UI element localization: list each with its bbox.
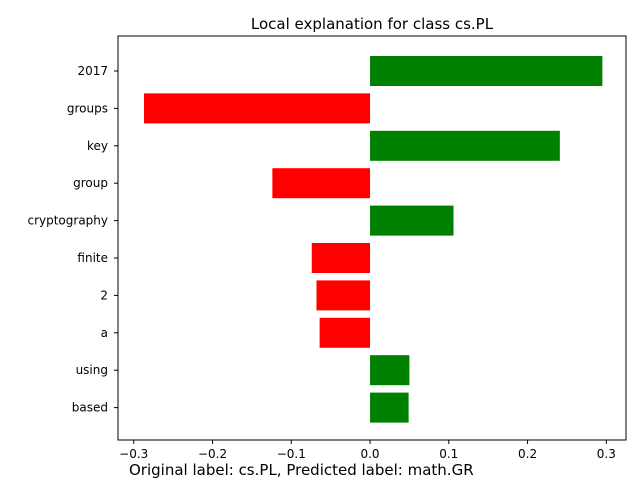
x-tick-label: −0.2 <box>198 447 227 461</box>
x-tick-label: 0.0 <box>360 447 379 461</box>
plot-frame <box>117 35 627 441</box>
bar-a <box>319 317 371 348</box>
bar-key <box>370 130 560 161</box>
bar-finite <box>311 243 371 273</box>
x-tick-label: 0.3 <box>597 447 616 461</box>
x-tick-label: 0.1 <box>439 447 458 461</box>
x-tick-label: −0.3 <box>119 447 148 461</box>
y-tick-label: cryptography <box>27 214 108 228</box>
y-tick-label: 2017 <box>77 64 108 78</box>
x-tick-label: 0.2 <box>518 447 537 461</box>
bar-2017 <box>370 56 603 86</box>
bars-group <box>143 56 603 423</box>
y-tick-label: group <box>73 176 108 190</box>
prediction-footer: Original label: cs.PL, Predicted label: … <box>129 461 474 479</box>
bar-cryptography <box>370 205 454 236</box>
bar-groups <box>143 93 371 124</box>
bar-group <box>272 168 371 199</box>
y-tick-label: groups <box>67 101 108 115</box>
y-tick-label: finite <box>77 251 108 265</box>
y-tick-label: 2 <box>100 288 108 302</box>
y-tick-label: based <box>72 401 108 415</box>
y-tick-label: a <box>101 326 108 340</box>
bar-2 <box>316 280 371 311</box>
bar-based <box>370 392 409 423</box>
chart-title: Local explanation for class cs.PL <box>251 15 494 33</box>
y-tick-label: key <box>87 139 108 153</box>
x-tick-label: −0.1 <box>277 447 306 461</box>
y-tick-label: using <box>76 363 108 377</box>
x-axis-ticks: −0.3 −0.2 −0.1 0.0 0.1 0.2 0.3 <box>119 440 616 461</box>
bar-using <box>370 355 410 386</box>
y-axis-ticks: 2017 groups key group cryptography finite 2 a us… <box>27 64 118 415</box>
